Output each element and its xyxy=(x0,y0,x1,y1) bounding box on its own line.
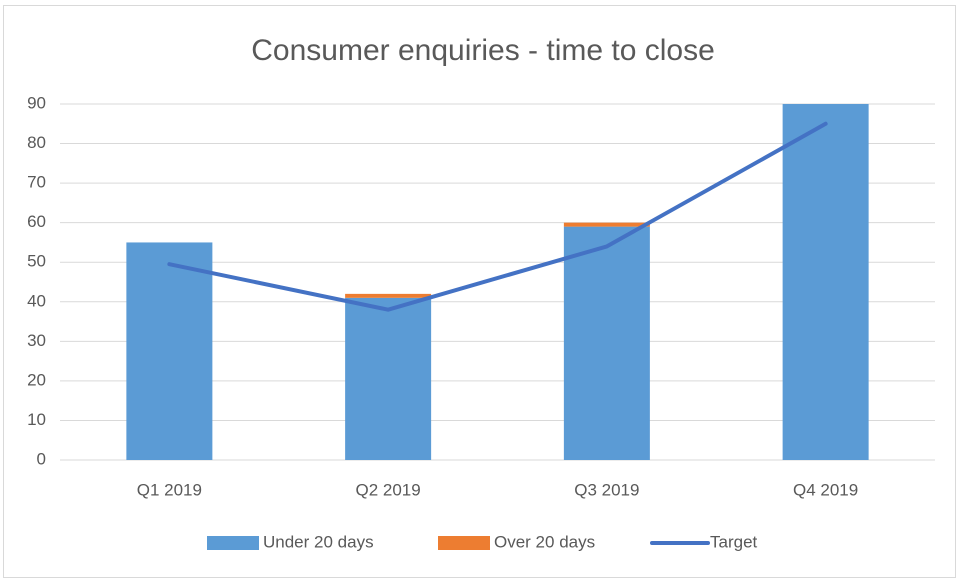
legend-label: Target xyxy=(710,532,758,551)
y-tick-label: 90 xyxy=(27,93,46,112)
chart-title: Consumer enquiries - time to close xyxy=(251,34,715,67)
bar-segment xyxy=(782,104,869,460)
y-tick-label: 30 xyxy=(27,331,46,350)
legend-label: Under 20 days xyxy=(263,532,374,551)
x-tick-label: Q3 2019 xyxy=(574,480,639,499)
y-tick-label: 0 xyxy=(37,449,46,468)
bar-segment xyxy=(563,226,650,460)
bar-segment xyxy=(345,297,432,460)
y-tick-label: 60 xyxy=(27,212,46,231)
legend-swatch xyxy=(207,536,259,550)
legend-label: Over 20 days xyxy=(494,532,595,551)
bar-segment xyxy=(345,293,432,298)
target-line xyxy=(167,121,828,312)
bar-segment xyxy=(563,222,650,227)
y-tick-label: 80 xyxy=(27,133,46,152)
legend-swatch xyxy=(438,536,490,550)
bar-segment xyxy=(126,242,213,460)
y-tick-label: 10 xyxy=(27,410,46,429)
y-tick-label: 20 xyxy=(27,370,46,389)
x-tick-label: Q1 2019 xyxy=(137,480,202,499)
y-tick-label: 50 xyxy=(27,252,46,271)
y-tick-label: 40 xyxy=(27,291,46,310)
x-tick-label: Q2 2019 xyxy=(356,480,421,499)
x-tick-label: Q4 2019 xyxy=(793,480,858,499)
y-tick-label: 70 xyxy=(27,173,46,192)
